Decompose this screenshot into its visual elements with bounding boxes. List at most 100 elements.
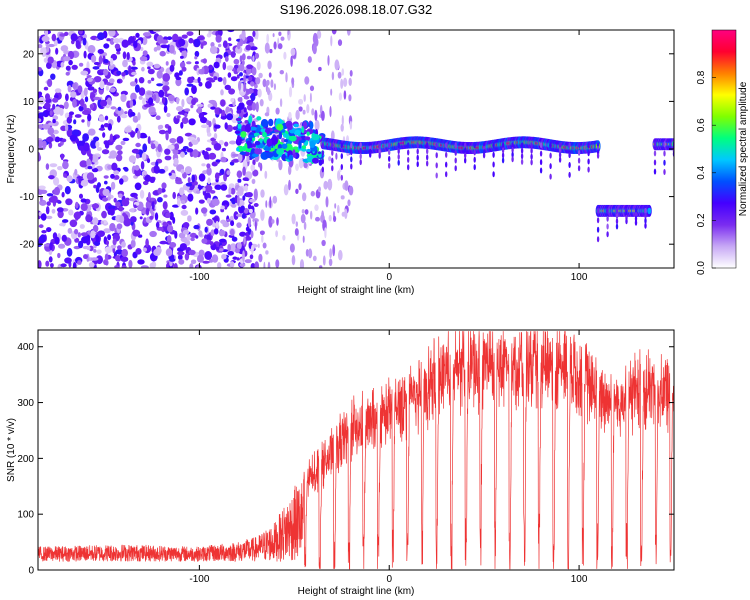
heatmap-cell <box>295 109 300 120</box>
heatmap-cell <box>337 170 341 181</box>
heatmap-cell <box>39 234 46 243</box>
heatmap-cell <box>236 213 243 217</box>
heatmap-cell <box>63 173 68 178</box>
snr-x-axis-label: Height of straight line (km) <box>298 586 415 597</box>
heatmap-cell <box>173 157 179 166</box>
heatmap-cell <box>218 238 227 243</box>
heatmap-cell <box>340 195 345 200</box>
heatmap-cell <box>61 191 65 198</box>
heatmap-cell <box>50 263 54 268</box>
heatmap-cell <box>259 99 264 107</box>
heatmap-cell <box>60 263 67 268</box>
heatmap-cell <box>208 64 213 71</box>
heatmap-cell <box>77 260 82 265</box>
heatmap-cell <box>346 30 351 36</box>
snr-frame <box>37 329 675 571</box>
heatmap-cell <box>150 111 157 115</box>
heatmap-cell <box>237 123 242 127</box>
heatmap-cell <box>138 77 145 84</box>
heatmap-cell <box>152 94 157 101</box>
heatmap-cell <box>195 207 199 215</box>
heatmap-cell <box>262 78 267 88</box>
heatmap-cell <box>302 192 307 202</box>
heatmap-cell <box>341 68 345 76</box>
heatmap-cell <box>243 95 250 100</box>
heatmap-cell <box>155 221 160 229</box>
heatmap-cell <box>308 248 313 259</box>
heatmap-cell <box>615 218 619 225</box>
heatmap-cell <box>93 76 102 83</box>
heatmap-cell <box>64 124 69 132</box>
heatmap-cell <box>88 262 95 268</box>
heatmap-cell <box>328 214 332 222</box>
heatmap-cell <box>124 126 132 133</box>
heatmap-cell <box>86 158 91 166</box>
heatmap-cell <box>45 163 50 170</box>
heatmap-cell <box>549 142 552 149</box>
heatmap-cell <box>220 99 226 107</box>
heatmap-cell <box>214 172 220 180</box>
heatmap-cell <box>177 111 185 115</box>
heatmap-cell <box>606 231 609 238</box>
heatmap-cell <box>191 98 197 106</box>
heatmap-cell <box>157 197 163 203</box>
heatmap-cell <box>258 253 263 263</box>
heatmap-cell <box>86 61 90 70</box>
heatmap-cell <box>473 156 476 163</box>
heatmap-cell <box>117 245 122 250</box>
heatmap-cell <box>102 197 108 202</box>
heatmap-cell <box>129 81 137 87</box>
heatmap-cell <box>40 213 47 221</box>
heatmap-cell <box>133 204 137 208</box>
heatmap-cell <box>577 165 581 172</box>
heatmap-cell <box>213 61 220 69</box>
heatmap-cell <box>266 87 271 96</box>
heatmap-cell <box>301 125 305 134</box>
heatmap-cell <box>272 33 275 38</box>
heatmap-cell <box>90 257 99 261</box>
heatmap-cell <box>107 97 112 105</box>
heatmap-cell <box>288 179 291 191</box>
heatmap-cell <box>154 212 159 221</box>
heatmap-cell <box>445 171 448 178</box>
heatmap-cell <box>275 107 280 115</box>
heatmap-cell <box>92 66 100 70</box>
heatmap-cell <box>184 87 189 96</box>
heatmap-cell <box>95 141 100 148</box>
heatmap-cell <box>243 107 247 113</box>
heatmap-cell <box>254 52 260 59</box>
heatmap-cell <box>75 201 79 209</box>
heatmap-cell <box>220 184 228 191</box>
heatmap-cell <box>242 177 249 182</box>
heatmap-cell <box>129 197 137 202</box>
heatmap-cell <box>38 44 43 49</box>
heatmap-cell <box>57 166 63 171</box>
heatmap-cell <box>57 210 64 219</box>
heatmap-cell <box>149 207 153 214</box>
heatmap-cell <box>501 142 505 149</box>
heatmap-cell <box>46 215 53 220</box>
heatmap-cell <box>145 200 152 210</box>
heatmap-cell <box>647 207 652 215</box>
heatmap-cell <box>270 79 274 88</box>
heatmap-cell <box>153 165 158 171</box>
heatmap-cell <box>312 255 317 262</box>
heatmap-cell <box>110 58 114 66</box>
heatmap-cell <box>98 55 103 65</box>
heatmap-cell <box>80 179 89 187</box>
heatmap-cell <box>78 145 85 151</box>
heatmap-cell <box>219 248 224 252</box>
heatmap-cell <box>198 230 203 237</box>
heatmap-cell <box>213 143 222 151</box>
heatmap-cell <box>225 194 232 198</box>
heatmap-cell <box>86 75 92 78</box>
heatmap-cell <box>121 265 127 268</box>
heatmap-cell <box>208 152 217 160</box>
heatmap-cell <box>240 205 245 211</box>
heatmap-cell <box>178 38 186 47</box>
heatmap-cell <box>191 85 197 95</box>
heatmap-cell <box>397 153 400 160</box>
heatmap-cell <box>511 151 514 158</box>
heatmap-cell <box>162 221 168 227</box>
heatmap-cell <box>201 66 205 75</box>
